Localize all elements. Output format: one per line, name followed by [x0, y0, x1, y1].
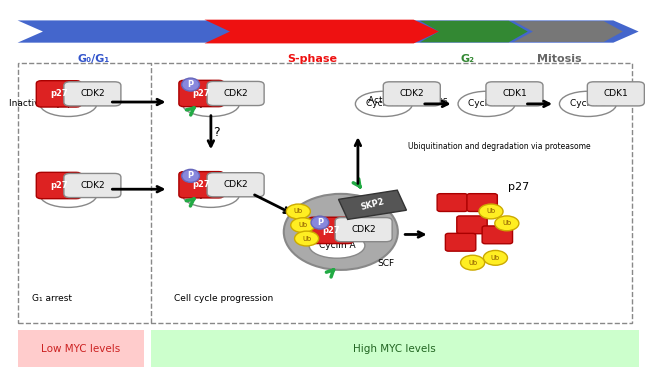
Text: P: P	[188, 171, 194, 180]
FancyBboxPatch shape	[64, 174, 121, 198]
Ellipse shape	[183, 182, 239, 207]
Text: Cyclin A: Cyclin A	[366, 99, 402, 108]
Text: CDK2: CDK2	[223, 180, 248, 189]
Text: CDK1: CDK1	[502, 89, 527, 98]
Text: p27: p27	[508, 183, 529, 192]
Text: Cyclin A: Cyclin A	[193, 190, 229, 199]
Ellipse shape	[183, 91, 239, 116]
Text: CDK2: CDK2	[352, 225, 376, 234]
FancyBboxPatch shape	[36, 81, 81, 107]
FancyBboxPatch shape	[207, 82, 264, 105]
Ellipse shape	[458, 91, 515, 116]
Ellipse shape	[495, 216, 519, 231]
Text: SCF: SCF	[378, 259, 395, 268]
FancyBboxPatch shape	[457, 216, 487, 234]
Text: Ub: Ub	[298, 222, 307, 228]
Text: Cyclin B: Cyclin B	[570, 99, 606, 108]
Text: SKP2: SKP2	[359, 197, 386, 212]
Text: Cyclin A: Cyclin A	[468, 99, 505, 108]
Text: Active complexes: Active complexes	[368, 96, 447, 105]
Text: p27: p27	[50, 181, 68, 190]
Bar	[151, 330, 639, 367]
Text: P: P	[317, 218, 323, 227]
Text: G₀/G₁: G₀/G₁	[77, 54, 110, 64]
FancyBboxPatch shape	[486, 82, 543, 106]
FancyBboxPatch shape	[308, 217, 353, 244]
Polygon shape	[17, 20, 639, 43]
FancyBboxPatch shape	[335, 217, 392, 242]
Text: CDK2: CDK2	[80, 181, 104, 190]
Ellipse shape	[291, 218, 315, 233]
FancyBboxPatch shape	[179, 171, 224, 198]
FancyBboxPatch shape	[437, 194, 468, 211]
Text: Cell cycle progression: Cell cycle progression	[174, 294, 273, 303]
Text: Ub: Ub	[468, 260, 477, 266]
Text: Mitosis: Mitosis	[537, 54, 582, 64]
Text: p27: p27	[193, 180, 210, 189]
Ellipse shape	[40, 182, 97, 207]
Ellipse shape	[479, 204, 503, 219]
Text: Ub: Ub	[491, 255, 500, 261]
Text: Ub: Ub	[293, 209, 303, 214]
Polygon shape	[420, 21, 528, 42]
Bar	[17, 63, 632, 323]
Polygon shape	[339, 190, 406, 219]
Ellipse shape	[284, 194, 398, 270]
Text: Cyclin A: Cyclin A	[50, 190, 86, 199]
Text: p27: p27	[193, 89, 210, 98]
Ellipse shape	[182, 78, 199, 91]
Text: p27: p27	[322, 226, 339, 235]
Ellipse shape	[559, 91, 617, 116]
Text: CDK1: CDK1	[604, 89, 628, 98]
Text: CDK2: CDK2	[223, 89, 248, 98]
Ellipse shape	[182, 169, 199, 183]
Text: High MYC levels: High MYC levels	[353, 344, 436, 354]
Polygon shape	[514, 21, 623, 42]
Bar	[17, 330, 144, 367]
Ellipse shape	[355, 91, 412, 116]
Ellipse shape	[461, 255, 484, 270]
Text: Low MYC levels: Low MYC levels	[41, 344, 121, 354]
Text: Ubiquitination and degradation via proteasome: Ubiquitination and degradation via prote…	[408, 142, 591, 151]
FancyBboxPatch shape	[179, 81, 224, 107]
FancyBboxPatch shape	[467, 194, 497, 211]
FancyBboxPatch shape	[207, 173, 264, 197]
Text: Cyclin A: Cyclin A	[319, 241, 355, 250]
Ellipse shape	[311, 216, 329, 229]
Ellipse shape	[286, 204, 310, 219]
Ellipse shape	[309, 233, 365, 258]
Ellipse shape	[483, 250, 508, 265]
Ellipse shape	[295, 231, 319, 246]
Text: P: P	[188, 80, 194, 89]
Ellipse shape	[40, 91, 97, 116]
Polygon shape	[204, 20, 439, 43]
Text: Cyclin E: Cyclin E	[193, 99, 229, 108]
Text: p27: p27	[50, 89, 68, 98]
Text: ?: ?	[213, 125, 219, 139]
Text: Inactive complexes: Inactive complexes	[8, 99, 96, 108]
FancyBboxPatch shape	[64, 82, 121, 106]
Text: CDK2: CDK2	[399, 89, 424, 98]
Text: G₂: G₂	[461, 54, 475, 64]
FancyBboxPatch shape	[383, 82, 441, 106]
Text: Ub: Ub	[486, 209, 495, 214]
Text: Ub: Ub	[502, 220, 511, 226]
FancyBboxPatch shape	[445, 233, 476, 251]
Text: Cyclin E: Cyclin E	[50, 99, 86, 108]
Text: CDK2: CDK2	[80, 89, 104, 98]
Text: Ub: Ub	[302, 236, 311, 242]
FancyBboxPatch shape	[36, 173, 81, 199]
Text: S-phase: S-phase	[287, 54, 337, 64]
Text: G₁ arrest: G₁ arrest	[32, 294, 72, 303]
FancyBboxPatch shape	[588, 82, 644, 106]
FancyBboxPatch shape	[482, 226, 513, 244]
